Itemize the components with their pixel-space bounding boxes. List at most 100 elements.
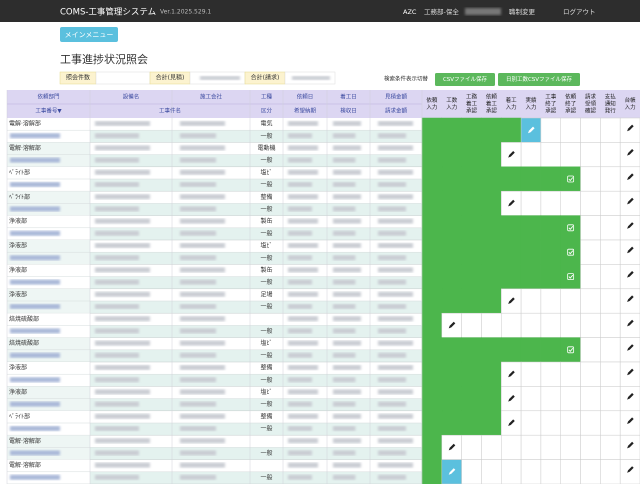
pencil-icon[interactable] (508, 419, 515, 426)
status-cell (600, 386, 621, 412)
estimate-label: 合計(見積) (156, 74, 185, 82)
pencil-icon[interactable] (448, 443, 456, 451)
blur (95, 474, 139, 480)
status-cell (520, 386, 542, 412)
status-cell (481, 215, 502, 241)
status-cell (600, 410, 621, 436)
status-cell (600, 337, 621, 363)
dept: 浄液部 (9, 266, 27, 274)
dept: ﾍﾟﾗｲﾄ部 (9, 168, 30, 176)
status-cell (501, 215, 522, 241)
blur (288, 304, 312, 309)
dept: 電解·溶解部 (9, 437, 41, 445)
blur (180, 182, 216, 187)
status-cell (441, 166, 462, 192)
status-header: 入力 (446, 103, 457, 111)
blur (288, 438, 318, 444)
blur (95, 182, 139, 187)
pencil-icon[interactable] (627, 344, 634, 351)
pencil-icon[interactable] (448, 321, 456, 329)
status-cell (600, 312, 621, 338)
csv-button-label[interactable]: CSVファイル保存 (443, 75, 488, 83)
role-change[interactable]: 職制変更 (509, 7, 536, 16)
app-name[interactable]: COMS-工事管理システム (60, 7, 156, 18)
blur (95, 255, 139, 261)
status-cell (461, 215, 482, 241)
pencil-icon[interactable] (627, 417, 634, 424)
blur (333, 145, 361, 151)
daily-csv-button-label[interactable]: 日別工数CSVファイル保存 (506, 75, 573, 83)
dept: 浄液部 (9, 217, 27, 225)
status-cell (481, 117, 502, 143)
pencil-icon[interactable] (627, 441, 634, 449)
column-header: 依頼部門 (37, 93, 60, 101)
pencil-icon[interactable] (508, 297, 515, 304)
status-cell (461, 459, 482, 484)
invoice-label: 合計(請求) (251, 74, 280, 82)
pencil-icon[interactable] (627, 222, 634, 229)
status-cell (421, 361, 443, 387)
menu-button-label[interactable]: メインメニュー (65, 31, 114, 39)
kind: 足場 (260, 290, 272, 298)
pencil-icon[interactable] (627, 149, 634, 156)
blur (333, 377, 356, 383)
blur (333, 255, 356, 261)
blur (95, 340, 150, 346)
blur (288, 279, 312, 285)
status-header: 着工 (486, 100, 498, 108)
blur (288, 474, 312, 480)
pencil-icon[interactable] (627, 271, 634, 278)
blur (180, 291, 225, 297)
pencil-icon[interactable] (528, 126, 535, 134)
row-bg (90, 325, 422, 338)
pencil-icon[interactable] (508, 151, 515, 158)
blur (333, 121, 361, 126)
blur (10, 377, 60, 383)
toggle[interactable]: 検索条件表示切替 (384, 75, 429, 83)
pencil-icon[interactable] (508, 395, 515, 402)
blur (95, 450, 139, 456)
status-cell (481, 410, 502, 436)
pencil-icon[interactable] (508, 370, 515, 378)
status-cell (619, 190, 640, 216)
blur (10, 328, 60, 334)
check-icon (568, 274, 574, 279)
blur (288, 218, 318, 224)
status-cell (501, 459, 522, 484)
status-cell (580, 312, 601, 338)
row-bg (90, 447, 422, 460)
blur (288, 291, 318, 297)
status-cell (540, 386, 561, 412)
pencil-icon[interactable] (627, 173, 634, 180)
blur (10, 450, 60, 456)
column-header: 請求金額 (385, 107, 408, 115)
pencil-icon[interactable] (627, 393, 634, 400)
pencil-icon[interactable] (627, 197, 634, 205)
status-header: 実績 (525, 96, 537, 104)
blur (378, 450, 406, 456)
pencil-icon[interactable] (627, 466, 634, 473)
pencil-icon[interactable] (627, 246, 634, 254)
blur (378, 121, 413, 126)
status-cell (540, 459, 561, 484)
pencil-icon[interactable] (627, 124, 634, 132)
pencil-icon[interactable] (627, 319, 634, 327)
status-header: 承認 (565, 107, 577, 115)
menu-button[interactable] (60, 27, 118, 42)
pencil-icon[interactable] (627, 368, 634, 376)
logout[interactable]: ログアウト (563, 7, 596, 16)
kind: 一般 (260, 278, 272, 286)
pencil-icon[interactable] (508, 199, 515, 207)
pencil-icon[interactable] (448, 468, 456, 475)
daily-csv-button[interactable] (498, 73, 580, 86)
blur (288, 157, 312, 163)
blur (333, 169, 361, 175)
status-cell (421, 434, 443, 460)
status-cell (580, 410, 601, 436)
status-cell (520, 361, 542, 387)
kind: 一般 (260, 132, 272, 140)
csv-button[interactable] (435, 73, 495, 86)
status-cell (481, 142, 502, 168)
status-cell (619, 288, 640, 314)
pencil-icon[interactable] (627, 295, 634, 302)
